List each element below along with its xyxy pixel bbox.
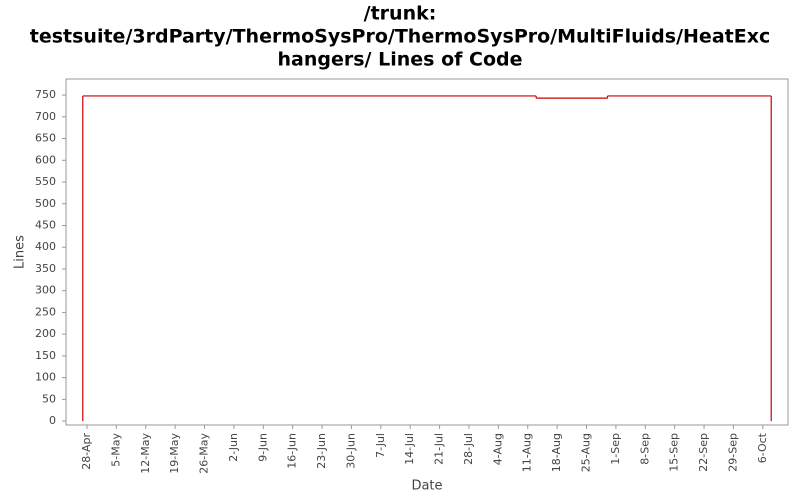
y-tick-label: 400 <box>35 240 56 253</box>
x-tick-label: 18-Aug <box>550 433 563 472</box>
x-tick-label: 9-Jun <box>256 433 269 462</box>
x-tick-label: 28-Jul <box>462 433 475 465</box>
x-tick-label: 23-Jun <box>315 433 328 469</box>
y-tick-label: 650 <box>35 132 56 145</box>
y-tick-label: 350 <box>35 262 56 275</box>
chart-title: testsuite/3rdParty/ThermoSysPro/ThermoSy… <box>30 26 770 48</box>
plot-area <box>65 78 789 426</box>
y-tick-label: 700 <box>35 110 56 123</box>
x-tick-label: 12-May <box>139 433 152 474</box>
x-tick-label: 22-Sep <box>697 433 710 472</box>
y-tick-label: 50 <box>42 392 56 405</box>
y-tick-label: 200 <box>35 327 56 340</box>
x-tick-label: 5-May <box>109 433 122 467</box>
x-tick-label: 26-May <box>198 433 211 474</box>
y-tick-label: 500 <box>35 197 56 210</box>
x-tick-label: 8-Sep <box>638 433 651 465</box>
x-tick-label: 21-Jul <box>433 433 446 465</box>
x-tick-label: 7-Jul <box>374 433 387 458</box>
y-tick-label: 0 <box>49 414 56 427</box>
chart-title: hangers/ Lines of Code <box>278 49 523 71</box>
y-tick-label: 250 <box>35 305 56 318</box>
y-tick-label: 750 <box>35 88 56 101</box>
y-axis-title: Lines <box>13 235 28 269</box>
x-tick-label: 19-May <box>168 433 181 474</box>
x-tick-label: 6-Oct <box>756 432 769 463</box>
chart-title: /trunk: <box>364 3 437 25</box>
x-tick-label: 11-Aug <box>521 433 534 472</box>
y-tick-label: 450 <box>35 218 56 231</box>
x-tick-label: 15-Sep <box>668 433 681 472</box>
x-tick-label: 25-Aug <box>580 433 593 472</box>
x-tick-label: 29-Sep <box>726 433 739 472</box>
y-tick-label: 550 <box>35 175 56 188</box>
x-tick-label: 1-Sep <box>609 433 622 465</box>
y-tick-label: 300 <box>35 284 56 297</box>
y-tick-label: 100 <box>35 371 56 384</box>
x-tick-label: 30-Jun <box>344 433 357 469</box>
y-tick-label: 600 <box>35 153 56 166</box>
x-tick-label: 28-Apr <box>80 433 93 470</box>
x-tick-label: 16-Jun <box>286 433 299 469</box>
x-axis-title: Date <box>411 479 442 494</box>
x-tick-label: 4-Aug <box>491 433 504 465</box>
x-tick-label: 14-Jul <box>403 433 416 465</box>
y-tick-label: 150 <box>35 349 56 362</box>
x-tick-label: 2-Jun <box>227 433 240 462</box>
